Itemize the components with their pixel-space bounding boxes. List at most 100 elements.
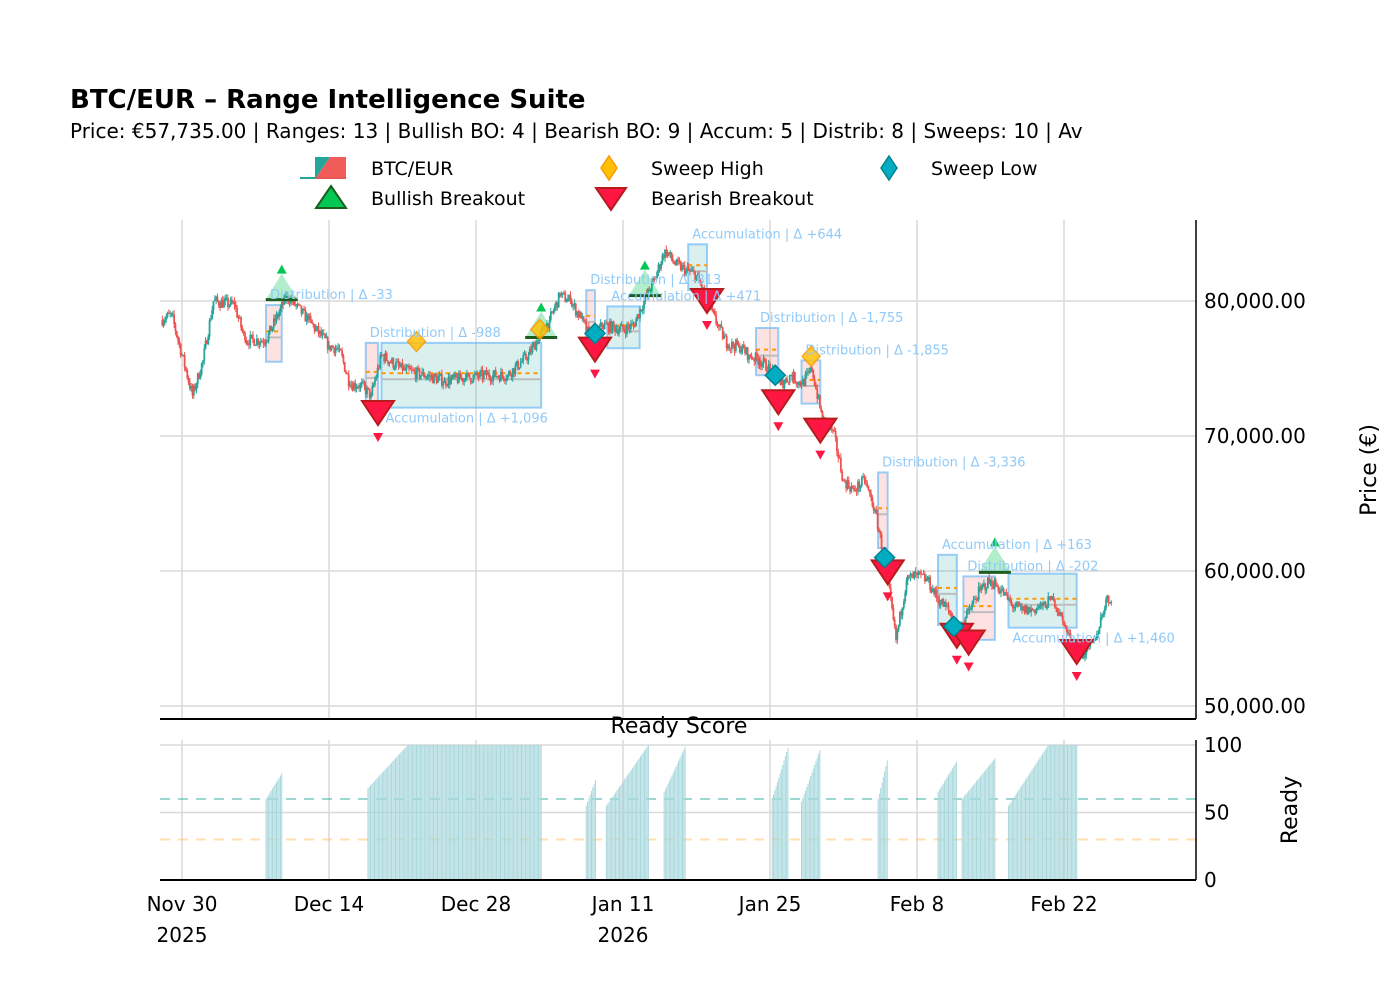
candle-down	[333, 347, 336, 354]
candle-down	[1009, 598, 1012, 602]
candle-down	[1052, 596, 1055, 600]
candle-down	[347, 374, 350, 387]
candle-up	[904, 592, 907, 602]
candle-up	[745, 347, 748, 354]
candle-up	[1051, 596, 1054, 600]
candle-up	[484, 370, 487, 373]
sweep-high-marker	[406, 330, 427, 353]
legend-item-sweep-high[interactable]: Sweep High	[600, 154, 764, 182]
candle-down	[930, 590, 933, 593]
candle-up	[166, 312, 169, 317]
ready-y-tick-label: 100	[1204, 733, 1242, 757]
candle-down	[404, 367, 407, 371]
candle-up	[224, 298, 227, 301]
triangle-up-icon	[276, 264, 287, 274]
candle-down	[851, 486, 854, 488]
candle-down	[397, 361, 400, 366]
candle-down	[794, 372, 796, 383]
candle-down	[413, 370, 416, 372]
candle-up	[1084, 654, 1086, 658]
candle-down	[435, 376, 438, 383]
legend-item-btc-eur[interactable]: BTC/EUR	[300, 157, 453, 180]
candle-up	[246, 343, 249, 345]
candle-up	[635, 318, 638, 327]
candle-up	[934, 589, 937, 595]
candle-down	[398, 365, 401, 368]
candle-up	[983, 583, 985, 585]
candle-up	[272, 318, 275, 328]
candle-down	[274, 318, 277, 322]
candle-up	[162, 322, 165, 326]
candle-down	[732, 341, 735, 347]
candle-down	[368, 388, 371, 398]
candle-up	[681, 264, 683, 271]
candle-up	[192, 385, 195, 396]
candle-down	[364, 386, 367, 395]
candle-down	[880, 534, 883, 550]
candle-up	[486, 372, 489, 376]
candle-down	[448, 376, 451, 385]
candle-up	[1042, 604, 1044, 607]
x-tick-year-label: 2025	[157, 923, 208, 947]
candle-down	[935, 589, 938, 598]
candle-down	[227, 298, 229, 307]
candle-down	[313, 324, 316, 331]
candle-down	[918, 571, 921, 573]
candle-down	[429, 375, 431, 378]
range-label: Distribution | Δ -3,336	[882, 455, 1025, 470]
candle-down	[276, 314, 279, 317]
candle-down	[570, 301, 573, 307]
candle-up	[165, 316, 168, 320]
x-tick-label: Dec 14	[294, 892, 365, 916]
candle-up	[626, 324, 628, 335]
candle-up	[660, 263, 662, 270]
bullish-breakout-marker	[265, 273, 298, 300]
candle-down	[984, 583, 987, 591]
candle-up	[641, 309, 644, 311]
chart-subtitle: Price: €57,735.00 | Ranges: 13 | Bullish…	[70, 119, 1083, 143]
candle-up	[521, 361, 523, 363]
candle-up	[862, 476, 865, 478]
candle-down	[944, 602, 947, 607]
candle-up	[1014, 606, 1017, 608]
candle-down	[1017, 602, 1019, 604]
candle-up	[905, 580, 908, 593]
candle-up	[608, 320, 611, 333]
candle-up	[388, 362, 391, 364]
candle-up	[1038, 605, 1040, 608]
candle-down	[996, 586, 998, 588]
legend-item-bearish-breakout[interactable]: Bearish Breakout	[594, 187, 814, 212]
candle-down	[242, 331, 245, 333]
candle-up	[981, 584, 984, 587]
range-labels: Distribution | Δ -33 Distribution | Δ -98…	[270, 227, 1175, 646]
candle-up	[314, 327, 317, 331]
candle-down	[530, 348, 533, 353]
candle-up	[492, 374, 494, 382]
candle-down	[979, 586, 981, 590]
candle-down	[679, 262, 682, 271]
candle-up	[433, 373, 435, 384]
candle-down	[240, 317, 242, 328]
legend-item-bullish-breakout[interactable]: Bullish Breakout	[314, 184, 525, 210]
candle-up	[1036, 607, 1039, 609]
candle-up	[451, 374, 454, 379]
candle-down	[796, 383, 799, 385]
candle-down	[893, 619, 896, 626]
candle-down	[577, 311, 580, 318]
candle-down	[833, 430, 836, 432]
range-label: Accumulation | Δ +163	[942, 538, 1092, 553]
candle-down	[988, 577, 991, 584]
candle-down	[574, 303, 577, 316]
candle-up	[661, 254, 664, 264]
candle-down	[387, 360, 389, 364]
candle-up	[899, 612, 901, 625]
candle-down	[401, 362, 404, 370]
candle-down	[367, 387, 370, 389]
candle-down	[183, 355, 186, 368]
candle-down	[422, 371, 425, 376]
candle-down	[248, 343, 250, 346]
legend-item-sweep-low[interactable]: Sweep Low	[880, 154, 1038, 182]
candle-up	[850, 486, 853, 492]
candle-up	[460, 377, 463, 379]
candle-up	[271, 327, 274, 332]
